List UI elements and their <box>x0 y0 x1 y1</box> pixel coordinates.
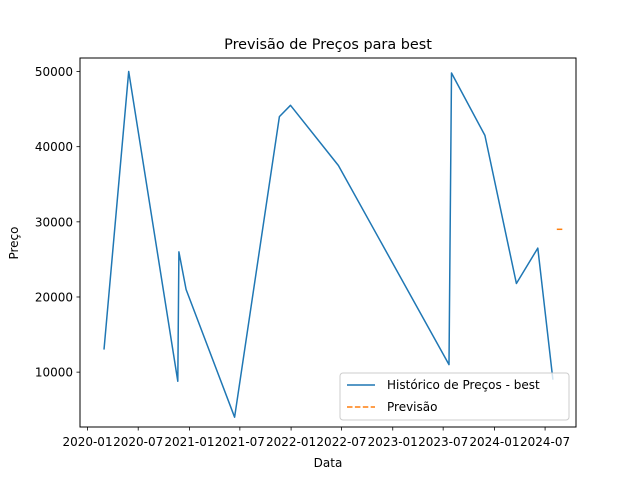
legend-history-label: Histórico de Preços - best <box>387 378 540 392</box>
y-axis-label: Preço <box>7 226 21 259</box>
x-tick-label: 2020-07 <box>113 435 163 449</box>
plot-area <box>103 70 563 418</box>
x-tick-label: 2023-07 <box>418 435 468 449</box>
y-tick-label: 10000 <box>35 366 73 380</box>
y-tick-label: 20000 <box>35 290 73 304</box>
y-axis: 10000 20000 30000 40000 50000 <box>35 65 80 380</box>
legend-forecast-label: Previsão <box>387 400 437 414</box>
y-tick-label: 50000 <box>35 65 73 79</box>
legend: Histórico de Preços - best Previsão <box>339 372 570 421</box>
x-tick-label: 2021-01 <box>164 435 214 449</box>
x-tick-label: 2022-01 <box>266 435 316 449</box>
y-tick-label: 40000 <box>35 140 73 154</box>
chart-title: Previsão de Preços para best <box>224 37 432 53</box>
y-tick-label: 30000 <box>35 215 73 229</box>
x-axis-label: Data <box>314 456 343 470</box>
x-tick-label: 2023-01 <box>368 435 418 449</box>
x-tick-label: 2022-07 <box>316 435 366 449</box>
x-tick-label: 2024-07 <box>520 435 570 449</box>
x-axis: 2020-01 2020-07 2021-01 2021-07 2022-01 2022-… <box>62 427 570 449</box>
x-tick-label: 2021-07 <box>215 435 265 449</box>
axes-frame <box>79 57 577 428</box>
x-tick-label: 2020-01 <box>62 435 112 449</box>
legend-box <box>339 372 570 421</box>
history-series-line <box>103 70 554 418</box>
x-tick-label: 2024-01 <box>469 435 519 449</box>
